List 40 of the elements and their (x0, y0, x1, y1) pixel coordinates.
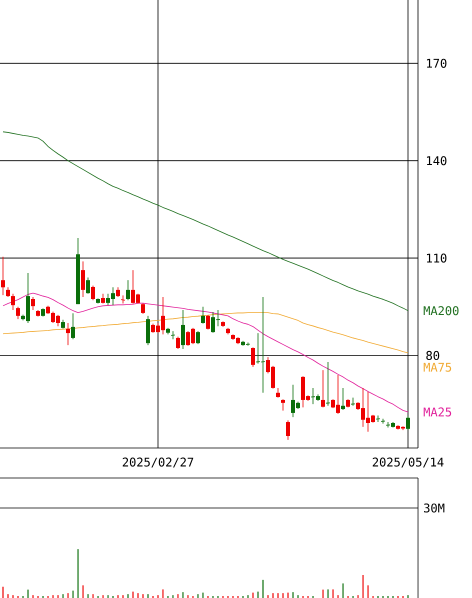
candlestick (1, 256, 5, 296)
candlestick (196, 330, 200, 345)
candlestick (251, 346, 255, 368)
candlestick (141, 303, 145, 314)
candlestick (380, 418, 386, 424)
y-tick-label: 80 (426, 350, 440, 360)
y-tick-label: 110 (426, 254, 446, 263)
candlestick (66, 322, 70, 346)
candlestick (341, 388, 345, 410)
candlestick (376, 415, 380, 422)
candlestick (206, 314, 210, 330)
y-tick-label: 140 (426, 156, 446, 166)
x-tick-label: 2025/05/14 (372, 458, 444, 468)
candlestick (406, 415, 410, 431)
y-tick-label: 170 (426, 58, 446, 68)
candlestick (281, 398, 285, 412)
x-tick-label: 2025/02/27 (122, 458, 194, 468)
candlestick (31, 296, 35, 310)
candlestick (116, 286, 120, 298)
candlestick (11, 293, 15, 310)
candlestick (16, 306, 20, 320)
candlestick (176, 336, 180, 350)
candlestick (6, 286, 10, 298)
series-label: MA25 (424, 407, 452, 417)
candlestick (326, 362, 330, 406)
ref-line-label: 30M (424, 503, 444, 513)
candlestick (126, 280, 130, 301)
candlestick (286, 420, 290, 440)
candlestick (350, 397, 356, 406)
series-label: MA200 (424, 306, 459, 316)
candlestick (81, 260, 85, 298)
candlestick (181, 310, 185, 350)
candlestick (91, 285, 95, 301)
candlestick (321, 370, 325, 408)
candlestick (86, 277, 90, 294)
candlestick (201, 306, 205, 324)
series-label: MA75 (424, 362, 452, 372)
candlestick (101, 293, 105, 304)
candlestick (276, 388, 280, 398)
candlestick (71, 312, 75, 340)
